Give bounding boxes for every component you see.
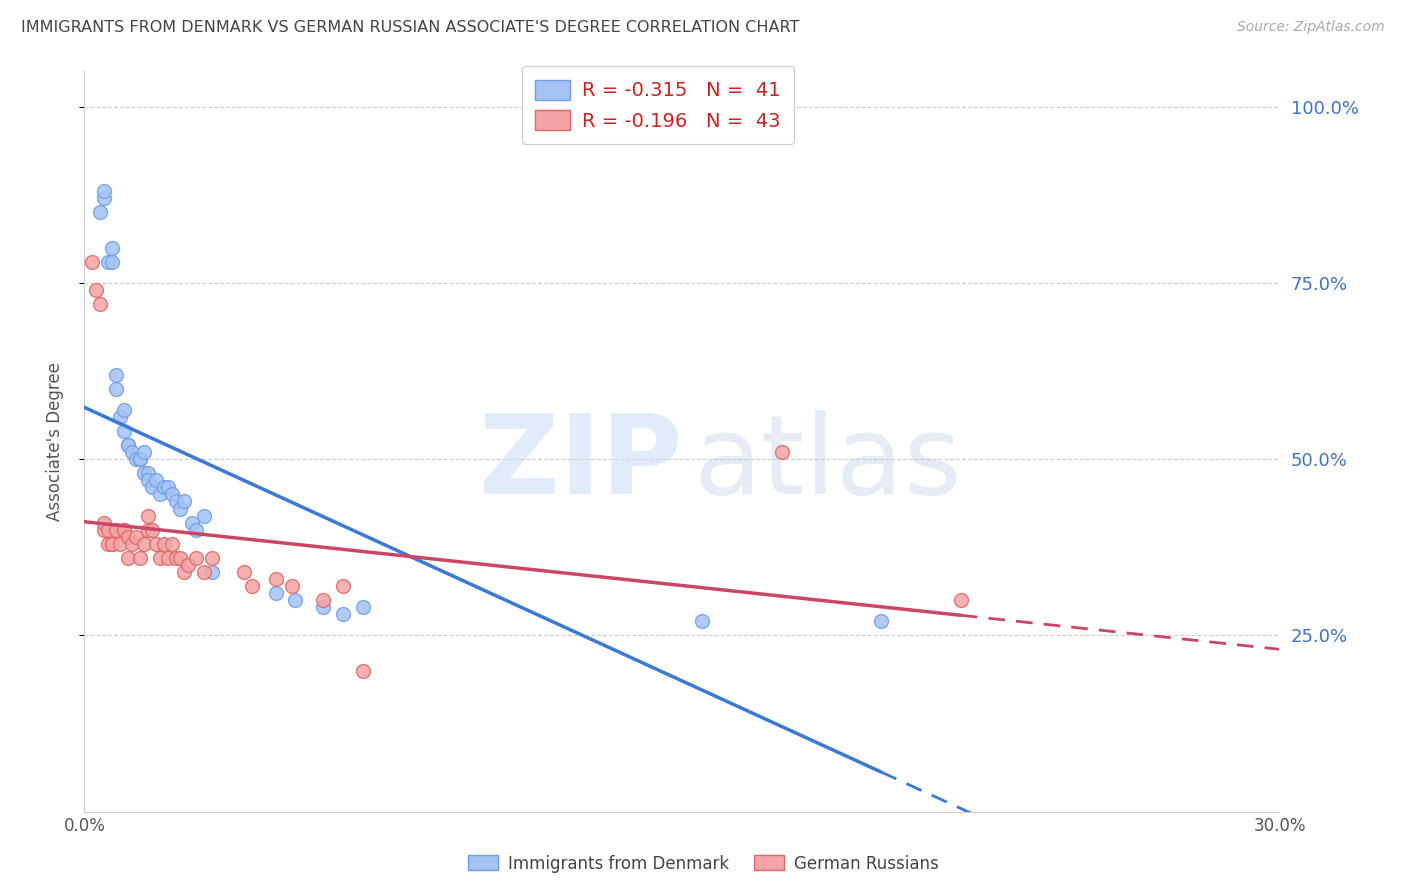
Point — [201, 550, 224, 565]
Point — [160, 537, 183, 551]
Point — [870, 615, 893, 629]
Point — [121, 445, 143, 459]
Point — [89, 205, 111, 219]
Point — [312, 600, 335, 615]
Point — [193, 508, 215, 523]
Point — [136, 467, 159, 481]
Point — [117, 530, 139, 544]
Y-axis label: Associate's Degree: Associate's Degree — [45, 362, 63, 521]
Point — [165, 550, 187, 565]
Point — [173, 494, 195, 508]
Point — [101, 254, 124, 268]
Point — [110, 537, 132, 551]
Point — [149, 487, 172, 501]
Point — [157, 480, 180, 494]
Point — [173, 565, 195, 579]
Point — [232, 565, 254, 579]
Point — [121, 537, 143, 551]
Point — [193, 565, 215, 579]
Text: ZIP: ZIP — [478, 410, 682, 517]
Point — [129, 550, 152, 565]
Point — [97, 537, 120, 551]
Point — [97, 523, 120, 537]
Point — [332, 579, 354, 593]
Text: Source: ZipAtlas.com: Source: ZipAtlas.com — [1237, 20, 1385, 34]
Point — [181, 516, 204, 530]
Point — [117, 550, 139, 565]
Point — [160, 487, 183, 501]
Point — [184, 550, 207, 565]
Point — [136, 473, 159, 487]
Point — [129, 452, 152, 467]
Point — [169, 501, 191, 516]
Point — [352, 600, 374, 615]
Point — [101, 537, 124, 551]
Text: IMMIGRANTS FROM DENMARK VS GERMAN RUSSIAN ASSOCIATE'S DEGREE CORRELATION CHART: IMMIGRANTS FROM DENMARK VS GERMAN RUSSIA… — [21, 20, 800, 35]
Point — [157, 550, 180, 565]
Point — [82, 254, 104, 268]
Point — [770, 445, 793, 459]
Point — [93, 516, 115, 530]
Legend: R = -0.315   N =  41, R = -0.196   N =  43: R = -0.315 N = 41, R = -0.196 N = 43 — [522, 66, 794, 145]
Point — [264, 572, 287, 586]
Point — [86, 283, 108, 297]
Point — [352, 664, 374, 678]
Legend: Immigrants from Denmark, German Russians: Immigrants from Denmark, German Russians — [461, 848, 945, 880]
Point — [312, 593, 335, 607]
Point — [129, 452, 152, 467]
Point — [690, 615, 713, 629]
Point — [280, 579, 302, 593]
Point — [264, 586, 287, 600]
Point — [89, 297, 111, 311]
Point — [112, 402, 135, 417]
Point — [153, 537, 176, 551]
Point — [93, 191, 115, 205]
Point — [117, 438, 139, 452]
Point — [132, 537, 156, 551]
Point — [149, 550, 172, 565]
Point — [240, 579, 263, 593]
Point — [93, 184, 115, 198]
Point — [136, 508, 159, 523]
Point — [125, 530, 148, 544]
Point — [141, 480, 163, 494]
Point — [125, 452, 148, 467]
Point — [97, 254, 120, 268]
Point — [169, 550, 191, 565]
Point — [949, 593, 972, 607]
Point — [141, 523, 163, 537]
Point — [184, 523, 207, 537]
Point — [117, 438, 139, 452]
Point — [132, 445, 156, 459]
Point — [105, 382, 128, 396]
Point — [145, 473, 167, 487]
Point — [284, 593, 307, 607]
Point — [93, 523, 115, 537]
Point — [201, 565, 224, 579]
Point — [112, 523, 135, 537]
Point — [105, 368, 128, 382]
Point — [101, 537, 124, 551]
Point — [145, 537, 167, 551]
Point — [153, 480, 176, 494]
Point — [110, 409, 132, 424]
Point — [112, 424, 135, 438]
Text: atlas: atlas — [695, 410, 962, 517]
Point — [132, 467, 156, 481]
Point — [165, 494, 187, 508]
Point — [112, 523, 135, 537]
Point — [332, 607, 354, 622]
Point — [101, 241, 124, 255]
Point — [105, 523, 128, 537]
Point — [177, 558, 200, 572]
Point — [136, 523, 159, 537]
